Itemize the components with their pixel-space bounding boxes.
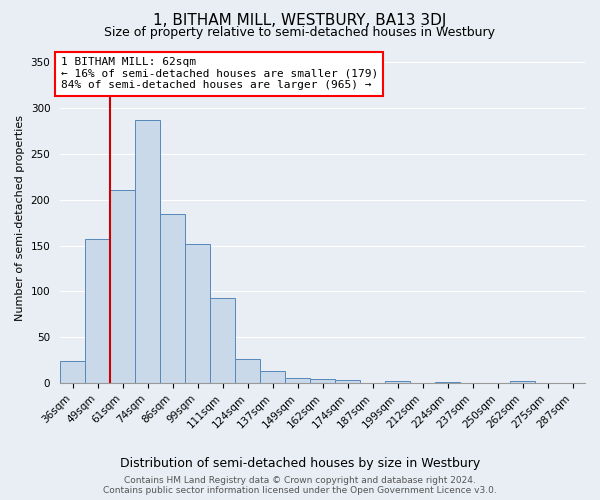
Bar xyxy=(210,298,235,384)
Bar xyxy=(160,214,185,384)
Text: Size of property relative to semi-detached houses in Westbury: Size of property relative to semi-detach… xyxy=(104,26,496,39)
Bar xyxy=(135,120,160,384)
Text: Contains HM Land Registry data © Crown copyright and database right 2024.
Contai: Contains HM Land Registry data © Crown c… xyxy=(103,476,497,495)
Bar xyxy=(60,362,85,384)
Bar xyxy=(285,378,310,384)
Bar xyxy=(335,380,360,384)
Bar xyxy=(435,382,460,384)
Bar xyxy=(260,370,285,384)
Text: 1, BITHAM MILL, WESTBURY, BA13 3DJ: 1, BITHAM MILL, WESTBURY, BA13 3DJ xyxy=(154,12,446,28)
Bar xyxy=(110,190,135,384)
Bar xyxy=(385,380,410,384)
Bar xyxy=(510,380,535,384)
Bar xyxy=(185,244,210,384)
Bar xyxy=(85,239,110,384)
Text: 1 BITHAM MILL: 62sqm
← 16% of semi-detached houses are smaller (179)
84% of semi: 1 BITHAM MILL: 62sqm ← 16% of semi-detac… xyxy=(61,57,378,90)
Text: Distribution of semi-detached houses by size in Westbury: Distribution of semi-detached houses by … xyxy=(120,458,480,470)
Bar xyxy=(310,379,335,384)
Bar xyxy=(235,358,260,384)
Y-axis label: Number of semi-detached properties: Number of semi-detached properties xyxy=(15,115,25,321)
